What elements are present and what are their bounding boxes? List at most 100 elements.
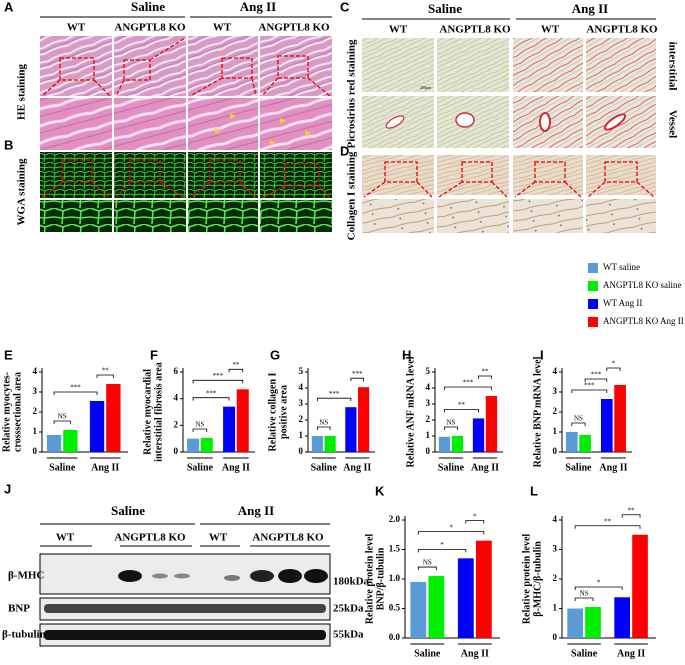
column-header: ANGPTL8 KO [439,24,511,36]
significance-label: *** [70,384,81,392]
band-label: β-MHC [8,570,44,582]
picrosirius-images [362,38,656,148]
significance-bracket [478,375,492,379]
y-tick-label: 4 [299,382,304,392]
significance-bracket [417,531,485,535]
significance-label: ** [102,367,110,375]
panel-label: H [402,347,411,362]
panel-label: E [4,347,13,362]
band-label: β-tubulin [2,629,46,641]
significance-label: *** [352,370,363,378]
significance-bracket [571,422,586,426]
blot [39,553,331,647]
group-label: Ang II [343,462,371,473]
y-tick-label: 1 [553,426,558,436]
significance-label: *** [463,379,474,387]
significance-bracket [571,389,608,393]
y-axis-label: Relative protein level [521,534,532,625]
panel-label: C [340,0,350,14]
row-label: Picrosirius red staining [346,39,358,148]
bar [438,436,451,452]
size-label: 25kDa [333,603,364,615]
panel-label: A [4,0,14,14]
group-header: Saline [111,503,145,518]
bar [614,597,630,638]
panel-label: G [270,347,280,362]
side-label: Vessel [666,110,678,138]
group-label: Saline [311,462,338,473]
significance-bracket [53,391,98,395]
significance-label: NS [423,559,432,567]
panel-label: K [375,483,385,498]
group-label: Saline [565,462,592,473]
bar [565,432,578,452]
significance-label: * [440,541,444,549]
y-axis-label: positive area [278,385,289,439]
y-axis-label: interstitial fibrosis area [153,362,164,462]
bar [324,436,336,452]
bar [600,399,613,452]
bar [236,389,249,452]
group-label: Ang II [599,462,627,473]
significance-bracket [574,597,594,602]
band-label: BNP [8,603,30,615]
bar [46,435,62,452]
bar [428,576,445,638]
legend-label: WT saline [603,262,640,272]
y-tick-label: 2 [299,414,304,424]
significance-bracket [417,548,467,553]
y-tick-label: 2.0 [389,514,401,524]
y-tick-label: 3 [553,386,558,396]
bar [485,396,498,452]
y-tick-label: 4 [426,382,431,392]
bar [106,384,121,452]
significance-bracket [465,520,485,524]
significance-label: NS [319,419,328,427]
y-tick-label: 1 [299,430,304,440]
significance-bracket [192,397,230,401]
wga-images [40,152,332,232]
scale-bar: 200μm [420,85,432,90]
y-axis-label: Relative myocardial [142,369,153,455]
row-label: Collagen I staining [346,151,358,240]
y-tick-label: 3 [553,544,558,554]
side-label: interstitial [666,42,678,91]
bar [410,581,427,638]
significance-label: ** [458,401,466,409]
y-axis-label: β-MHC/β-tubulin [532,541,543,617]
y-tick-label: 2 [553,406,558,416]
panel-label: I [540,347,544,362]
column-header: ANGPTL8 KO [258,22,330,34]
y-tick-label: 4 [553,514,558,524]
significance-label: ** [604,517,612,525]
bar [614,385,626,452]
bar [223,406,236,452]
y-tick-label: 6 [174,366,179,376]
significance-bracket [606,367,621,371]
significance-label: NS [574,415,583,423]
bar [187,438,200,452]
column-header: ANGPTL8 KO [114,22,186,34]
y-tick-label: 4 [174,393,179,403]
column-header: WT [209,532,228,544]
bar [358,387,370,452]
column-header: WT [389,24,408,36]
group-label: Saline [187,462,214,473]
significance-label: ** [232,361,240,369]
group-header: Ang II [240,0,277,14]
significance-label: *** [206,389,217,397]
bar [451,436,464,452]
legend-label: ANGPTL8 KO saline [603,280,682,290]
y-tick-label: 0 [299,446,304,456]
bar [585,607,601,638]
y-axis-label: Relative myocytes- [1,372,12,452]
significance-label: NS [195,421,204,429]
significance-bracket [417,566,437,571]
bar [457,558,474,638]
significance-bracket [584,378,608,382]
y-tick-label: 0 [426,446,431,456]
column-header: WT [213,22,232,34]
y-tick-label: 2 [426,414,431,424]
panel-label: L [530,483,538,498]
y-tick-label: 0 [553,632,558,642]
